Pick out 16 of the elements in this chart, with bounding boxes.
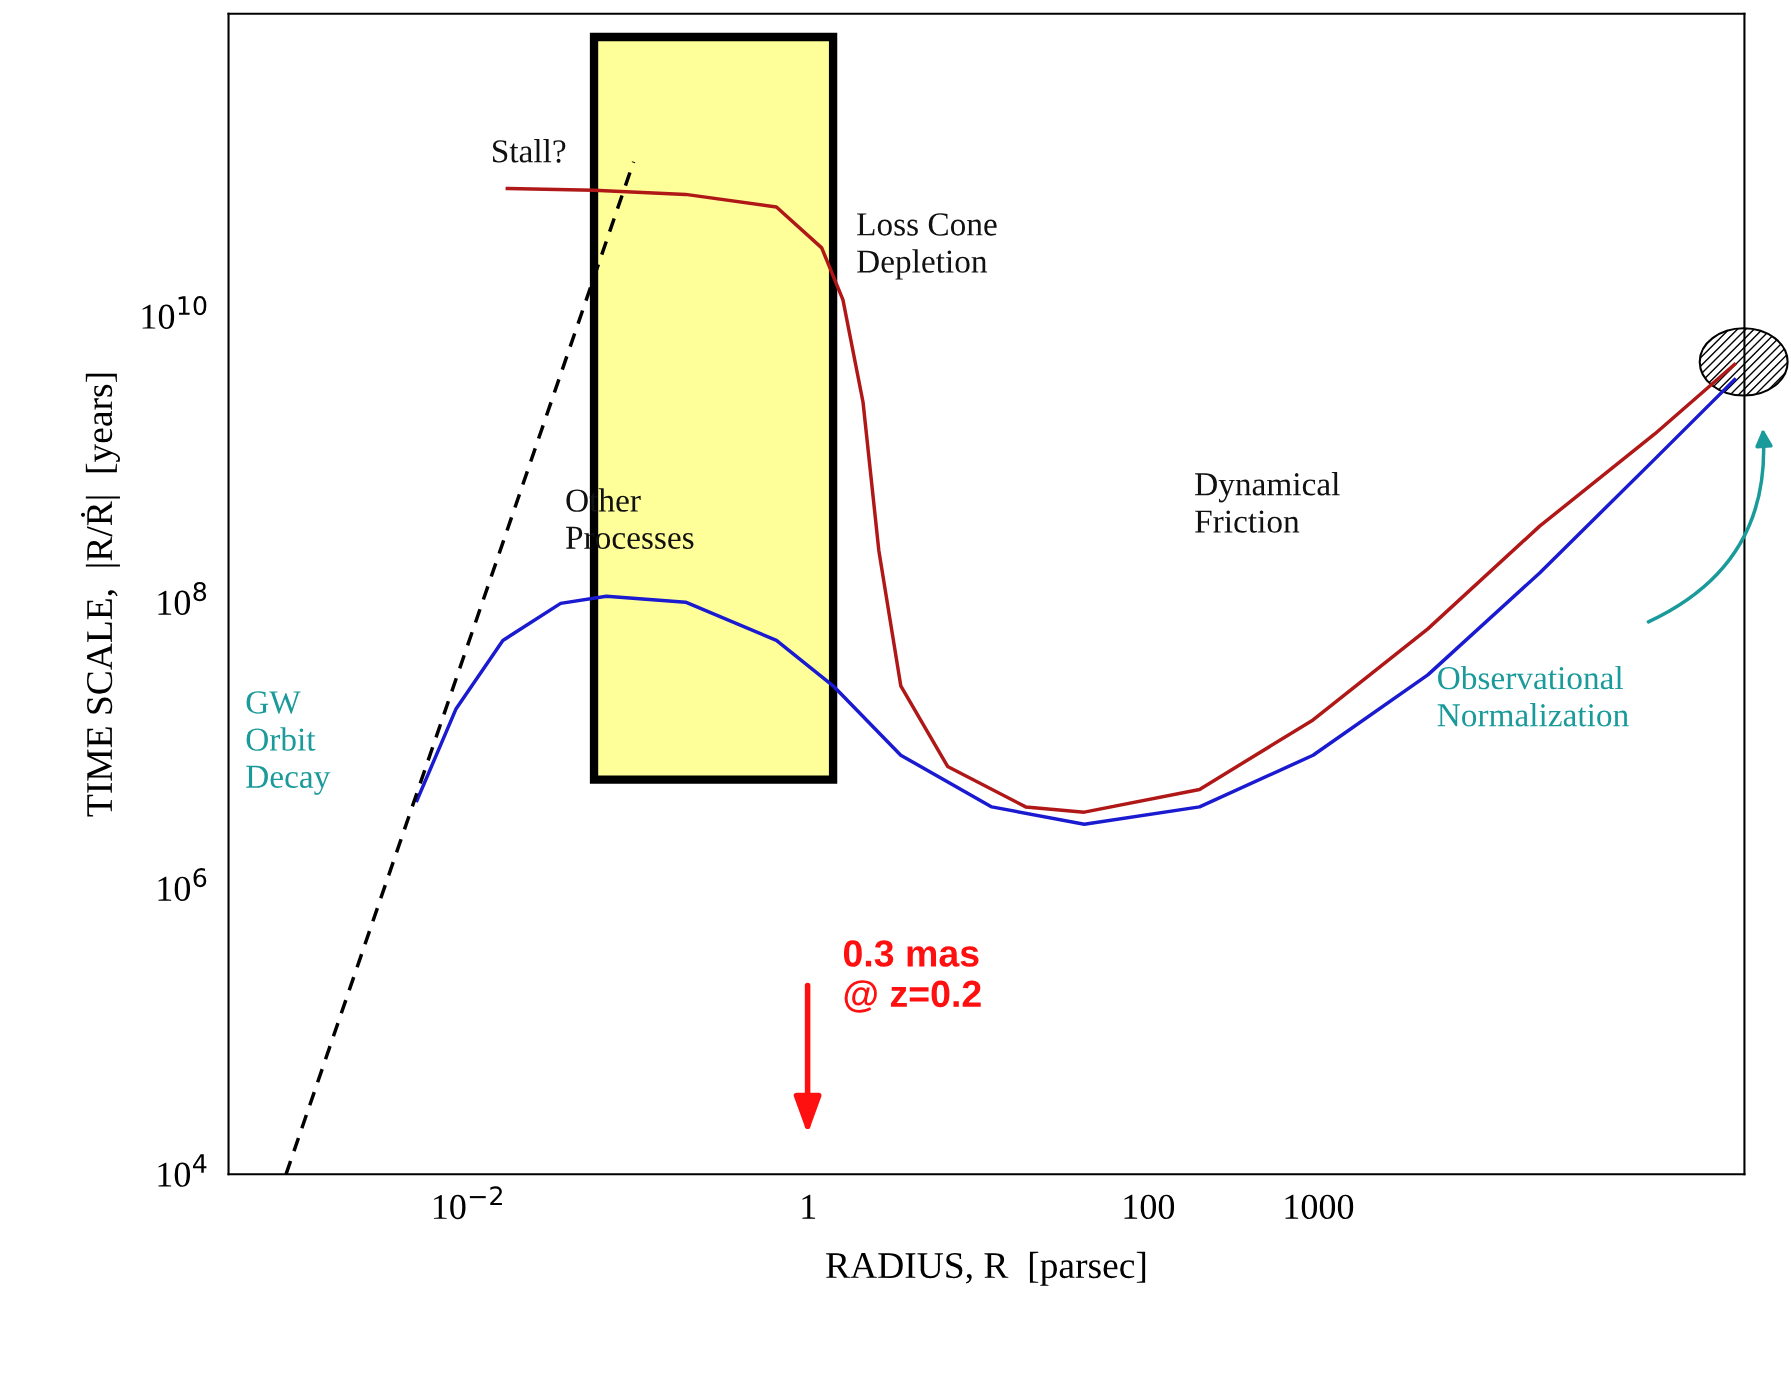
annotation: Dynamical Friction bbox=[1195, 472, 1340, 533]
annotation: Stall? bbox=[493, 139, 566, 163]
annotation: GW Orbit Decay bbox=[246, 691, 331, 795]
y-tick-label: 10$^{6}$ bbox=[158, 868, 207, 901]
x-tick-label: 1 bbox=[802, 1194, 816, 1219]
x-tick-label: 10$^{−2}$ bbox=[433, 1186, 502, 1220]
y-tick-label: 10$^{8}$ bbox=[158, 582, 207, 615]
y-axis-title: TIME SCALE, |R/Ṙ| [years] bbox=[81, 373, 120, 817]
y-tick-label: 10$^{4}$ bbox=[158, 1154, 207, 1187]
x-tick-label: 100 bbox=[1124, 1194, 1175, 1220]
annotation: 0.3 mas @ z=0.2 bbox=[843, 940, 981, 1013]
x-axis-title: RADIUS, R [parsec] bbox=[826, 1251, 1146, 1286]
y-tick-label: 10$^{10}$ bbox=[142, 296, 207, 329]
x-tick-label: 1000 bbox=[1285, 1194, 1354, 1220]
annotation: Loss Cone Depletion bbox=[857, 213, 997, 280]
annotation: Observational Normalization bbox=[1437, 665, 1629, 727]
